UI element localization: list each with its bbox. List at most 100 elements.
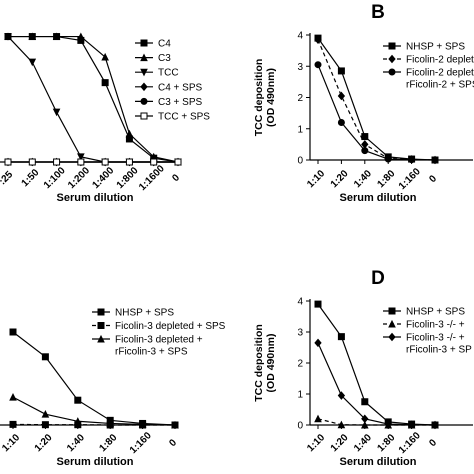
legend-label: rFicolin-2 + SPS — [406, 80, 474, 91]
y-tick-label: 3 — [297, 328, 303, 339]
y-tick-label: 1 — [297, 124, 303, 135]
series-6 — [4, 158, 182, 166]
x-axis-label: Serum dilution — [57, 456, 134, 468]
legend-label: NHSP + SPS — [115, 308, 174, 319]
x-tick-label: 0 — [170, 172, 182, 184]
x-tick-label: 1:20 — [33, 432, 55, 454]
legend-marker — [97, 322, 105, 329]
x-axis-label: Serum dilution — [340, 192, 417, 204]
data-point — [28, 32, 37, 41]
data-point — [125, 129, 134, 138]
legend-label: Ficolin-3 depleted + SPS — [115, 321, 226, 332]
data-point — [28, 158, 36, 166]
data-point — [101, 52, 109, 61]
legend-marker — [140, 39, 148, 47]
data-point — [106, 419, 115, 427]
legend-item: C4 — [135, 39, 171, 50]
legend-marker — [97, 308, 105, 316]
legend-marker — [388, 332, 396, 342]
legend-item: C3 + SPS — [135, 97, 203, 108]
x-tick-label: 1:80 — [375, 432, 397, 454]
data-point — [407, 420, 416, 429]
x-tick-label: 1:10 — [305, 432, 327, 454]
data-point — [314, 414, 322, 423]
data-point — [74, 396, 82, 404]
legend-label: C4 — [158, 39, 171, 50]
series-3 — [314, 61, 439, 164]
series-line — [12, 331, 176, 426]
legend-marker — [388, 319, 396, 328]
panel-label: D — [371, 268, 385, 289]
legend-label: NHSP + SPS — [406, 307, 465, 318]
series-line — [8, 35, 179, 163]
data-point — [384, 419, 392, 429]
data-point — [361, 147, 369, 155]
data-point — [53, 158, 61, 166]
legend-label: C4 + SPS — [158, 82, 203, 93]
data-point — [52, 32, 61, 41]
data-point — [73, 417, 82, 425]
legend-item: Ficolin-3 depleted +rFicolin-3 + SPS — [92, 335, 203, 358]
x-tick-label: 1:80 — [97, 432, 119, 454]
x-tick-label: 1:10 — [0, 432, 22, 454]
legend-item: Ficolin-3 -/- +rFicolin-3 + SP — [383, 333, 472, 356]
legend-label: Ficolin-3 -/- + — [406, 333, 465, 344]
x-tick-label: 0 — [427, 173, 439, 185]
y-tick-label: 3 — [297, 62, 303, 73]
legend-label: Ficolin-3 depleted + — [115, 335, 203, 346]
data-point — [150, 158, 158, 166]
legend-label: rFicolin-3 + SP — [406, 345, 472, 356]
x-tick-label: 1:40 — [65, 432, 87, 454]
x-axis-label: Serum dilution — [340, 456, 417, 468]
y-tick-label: 4 — [297, 297, 303, 308]
legend-marker — [388, 68, 396, 76]
legend-marker — [140, 97, 148, 105]
legend-item: NHSP + SPS — [92, 308, 174, 319]
series-line — [7, 36, 178, 163]
legend-marker — [388, 307, 396, 315]
series-3 — [314, 338, 439, 430]
y-tick-label: 0 — [297, 421, 303, 432]
legend-marker — [140, 82, 148, 92]
legend-item: C3 — [135, 53, 171, 64]
y-tick-label: 4 — [297, 31, 303, 42]
legend-label: TCC + SPS — [158, 112, 210, 123]
y-axis-label: TCC deposition — [253, 59, 265, 137]
data-point — [337, 391, 346, 400]
legend-label: C3 — [158, 53, 171, 64]
data-point — [360, 420, 369, 429]
x-tick-label: 1:400 — [90, 165, 116, 191]
legend-marker — [140, 112, 148, 120]
panel-label: B — [371, 2, 385, 23]
x-tick-label: 1:20 — [329, 168, 351, 190]
legend-label: TCC — [158, 68, 179, 79]
y-tick-label: 2 — [297, 93, 303, 104]
data-point — [138, 420, 147, 428]
series-line — [317, 342, 436, 426]
legend-marker — [388, 54, 396, 64]
data-point — [52, 108, 61, 117]
data-point — [431, 156, 439, 164]
x-tick-label: 0 — [167, 437, 179, 449]
legend-item: Ficolin-2 depletedrFicolin-2 + SPS — [383, 68, 474, 91]
series-line — [317, 64, 436, 161]
legend-marker — [140, 68, 148, 77]
x-axis-label: Serum dilution — [57, 192, 134, 204]
data-point — [337, 91, 346, 101]
data-point — [41, 410, 50, 418]
data-point — [77, 153, 85, 161]
x-tick-label: 1:160 — [397, 430, 423, 456]
x-tick-label: 0 — [427, 437, 439, 449]
legend-label: Ficolin-2 depleted — [406, 68, 474, 79]
data-point — [125, 158, 133, 166]
legend-label: NHSP + SPS — [406, 42, 465, 53]
data-point — [314, 300, 322, 308]
data-point — [314, 61, 322, 69]
series-3 — [4, 33, 182, 167]
data-point — [28, 58, 37, 67]
series-line — [12, 396, 176, 426]
data-point — [77, 32, 85, 41]
data-point — [384, 155, 392, 163]
series-1 — [4, 33, 182, 166]
